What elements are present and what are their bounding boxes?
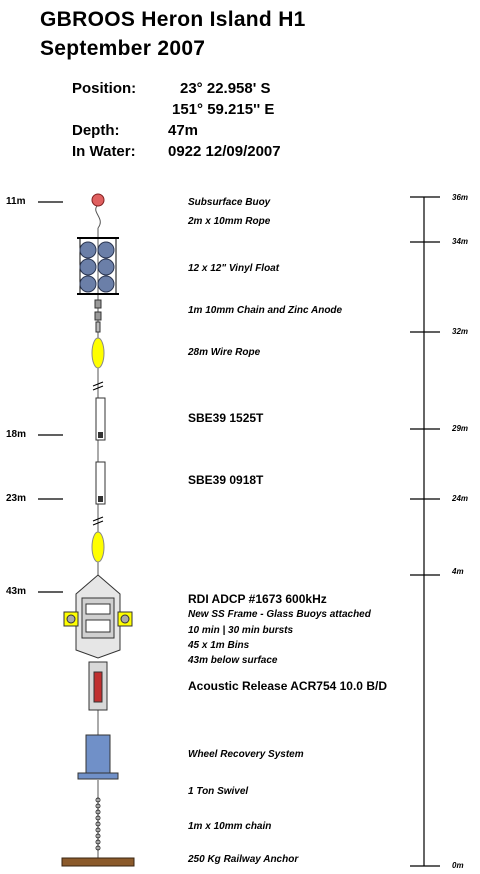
depth-value: 47m bbox=[168, 122, 199, 139]
component-adcp-depth: 43m below surface bbox=[188, 655, 278, 666]
height-label-4m: 4m bbox=[452, 567, 464, 576]
title-line-2: September 2007 bbox=[40, 37, 206, 60]
component-sbe39-0918t: SBE39 0918T bbox=[188, 473, 264, 487]
component-wire-rope: 28m Wire Rope bbox=[188, 347, 261, 358]
sbe39-0918t-icon bbox=[95, 461, 106, 505]
component-vinyl-float: 12 x 12" Vinyl Float bbox=[188, 263, 280, 274]
height-label-29m: 29m bbox=[452, 424, 469, 433]
adcp-frame-icon bbox=[63, 574, 133, 659]
vinyl-float-cluster-icon bbox=[77, 237, 119, 295]
depth-label: Depth: bbox=[72, 122, 120, 139]
height-label-24m: 24m bbox=[452, 494, 469, 503]
component-adcp: RDI ADCP #1673 600kHz bbox=[188, 592, 327, 606]
component-adcp-bins: 45 x 1m Bins bbox=[188, 640, 250, 651]
component-chain: 1m x 10mm chain bbox=[188, 821, 272, 832]
height-label-32m: 32m bbox=[452, 327, 469, 336]
chain-zinc-anode-icon bbox=[94, 299, 102, 333]
component-adcp-bursts: 10 min | 30 min bursts bbox=[188, 625, 294, 636]
in-water-label: In Water: bbox=[72, 143, 136, 160]
component-adcp-frame: New SS Frame - Glass Buoys attached bbox=[188, 609, 371, 620]
sbe39-1525t-icon bbox=[95, 397, 106, 441]
position-lat: 23° 22.958' S bbox=[180, 80, 271, 97]
component-wheel-recovery: Wheel Recovery System bbox=[188, 749, 304, 760]
height-scale bbox=[410, 196, 440, 867]
yellow-link-icon bbox=[91, 337, 105, 369]
title-line-1: GBROOS Heron Island H1 bbox=[40, 8, 306, 31]
bottom-chain-icon bbox=[95, 797, 101, 851]
depth-marker-23m: 23m bbox=[6, 493, 27, 504]
in-water-value: 0922 12/09/2007 bbox=[168, 143, 281, 160]
yellow-link-lower-icon bbox=[91, 531, 105, 563]
railway-anchor-icon bbox=[61, 857, 135, 867]
component-swivel: 1 Ton Swivel bbox=[188, 786, 249, 797]
depth-marker-11m: 11m bbox=[6, 196, 26, 207]
wire-break-icon bbox=[92, 381, 104, 526]
component-acoustic-release: Acoustic Release ACR754 10.0 B/D bbox=[188, 679, 387, 693]
component-subsurface-buoy: Subsurface Buoy bbox=[188, 197, 271, 208]
component-chain-anode: 1m 10mm Chain and Zinc Anode bbox=[188, 305, 343, 316]
depth-marker-ticks bbox=[38, 201, 63, 593]
component-railway-anchor: 250 Kg Railway Anchor bbox=[188, 854, 299, 865]
height-label-34m: 34m bbox=[452, 237, 469, 246]
position-lon: 151° 59.215'' E bbox=[172, 101, 275, 118]
acoustic-release-icon bbox=[88, 661, 108, 711]
depth-marker-18m: 18m bbox=[6, 429, 27, 440]
component-sbe39-1525t: SBE39 1525T bbox=[188, 411, 264, 425]
height-label-36m: 36m bbox=[452, 193, 469, 202]
wheel-recovery-icon bbox=[77, 734, 119, 780]
height-label-0m: 0m bbox=[452, 861, 464, 870]
subsurface-buoy-icon bbox=[91, 193, 105, 207]
depth-marker-43m: 43m bbox=[6, 586, 27, 597]
component-rope: 2m x 10mm Rope bbox=[188, 216, 271, 227]
position-label: Position: bbox=[72, 80, 137, 97]
